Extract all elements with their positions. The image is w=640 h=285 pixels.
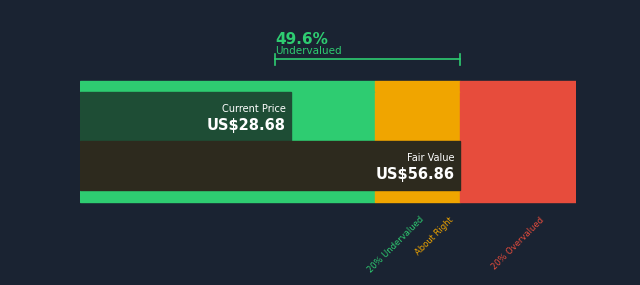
Text: About Right: About Right — [413, 215, 455, 257]
Bar — [374, 92, 460, 190]
Bar — [460, 190, 576, 202]
Bar — [460, 92, 576, 190]
Bar — [374, 82, 460, 91]
Text: US$28.68: US$28.68 — [207, 118, 286, 133]
Bar — [80, 82, 374, 91]
Bar — [460, 82, 576, 91]
Text: Current Price: Current Price — [222, 104, 286, 114]
Text: US$56.86: US$56.86 — [376, 167, 455, 182]
Bar — [80, 190, 374, 202]
Bar — [80, 92, 374, 190]
Bar — [80, 141, 460, 190]
Bar — [374, 190, 460, 202]
Text: 20% Overvalued: 20% Overvalued — [490, 215, 546, 271]
Text: 20% Undervalued: 20% Undervalued — [366, 215, 426, 275]
Text: Undervalued: Undervalued — [275, 46, 342, 56]
Bar — [80, 92, 291, 141]
Text: Fair Value: Fair Value — [408, 153, 455, 163]
Text: 49.6%: 49.6% — [275, 32, 328, 47]
